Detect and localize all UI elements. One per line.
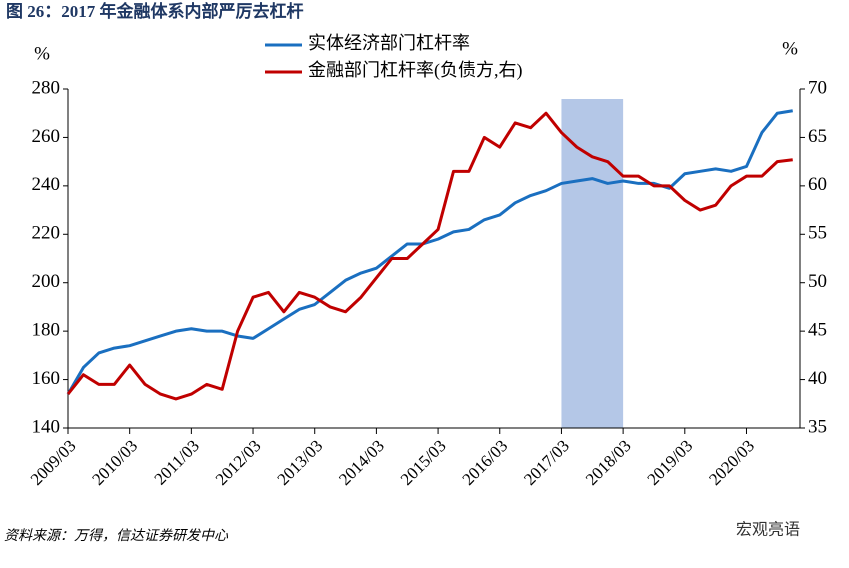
y2-tick-label: 35 [808,416,827,437]
y-unit: % [34,43,50,64]
y-tick-label: 240 [32,174,61,195]
series-line [66,111,793,401]
x-tick-label: 2014/03 [335,436,388,489]
x-tick-label: 2016/03 [459,436,512,489]
y2-tick-label: 40 [808,368,827,389]
x-tick-label: 2013/03 [273,436,326,489]
legend-label: 实体经济部门杠杆率 [308,33,470,53]
y2-tick-label: 70 [808,77,827,98]
legend-label: 金融部门杠杆率(负债方,右) [308,60,523,81]
x-tick-label: 2018/03 [582,436,635,489]
y-tick-label: 180 [32,320,61,341]
y-tick-label: 220 [32,223,61,244]
y-tick-label: 200 [32,271,61,292]
y2-unit: % [782,38,798,59]
highlight-band [561,99,624,428]
x-tick-label: 2010/03 [88,436,141,489]
x-tick-label: 2011/03 [151,436,203,488]
y-tick-label: 260 [32,126,61,147]
y2-tick-label: 50 [808,271,827,292]
x-tick-label: 2017/03 [520,436,573,489]
y2-tick-label: 55 [808,223,827,244]
y-tick-label: 160 [32,368,61,389]
chart-title: 图 26：2017 年金融体系内部严厉去杠杆 [6,1,304,21]
y2-tick-label: 60 [808,174,827,195]
x-tick-label: 2015/03 [397,436,450,489]
y-tick-label: 280 [32,77,61,98]
x-tick-label: 2019/03 [644,436,697,489]
watermark: 宏观亮语 [736,521,800,539]
y-tick-label: 140 [32,416,61,437]
source: 资料来源：万得，信达证券研发中心 [4,528,229,544]
series-line [66,109,793,395]
x-tick-label: 2020/03 [705,436,758,489]
y2-tick-label: 45 [808,320,827,341]
y2-tick-label: 65 [808,126,827,147]
x-tick-label: 2009/03 [27,436,80,489]
x-tick-label: 2012/03 [212,436,265,489]
